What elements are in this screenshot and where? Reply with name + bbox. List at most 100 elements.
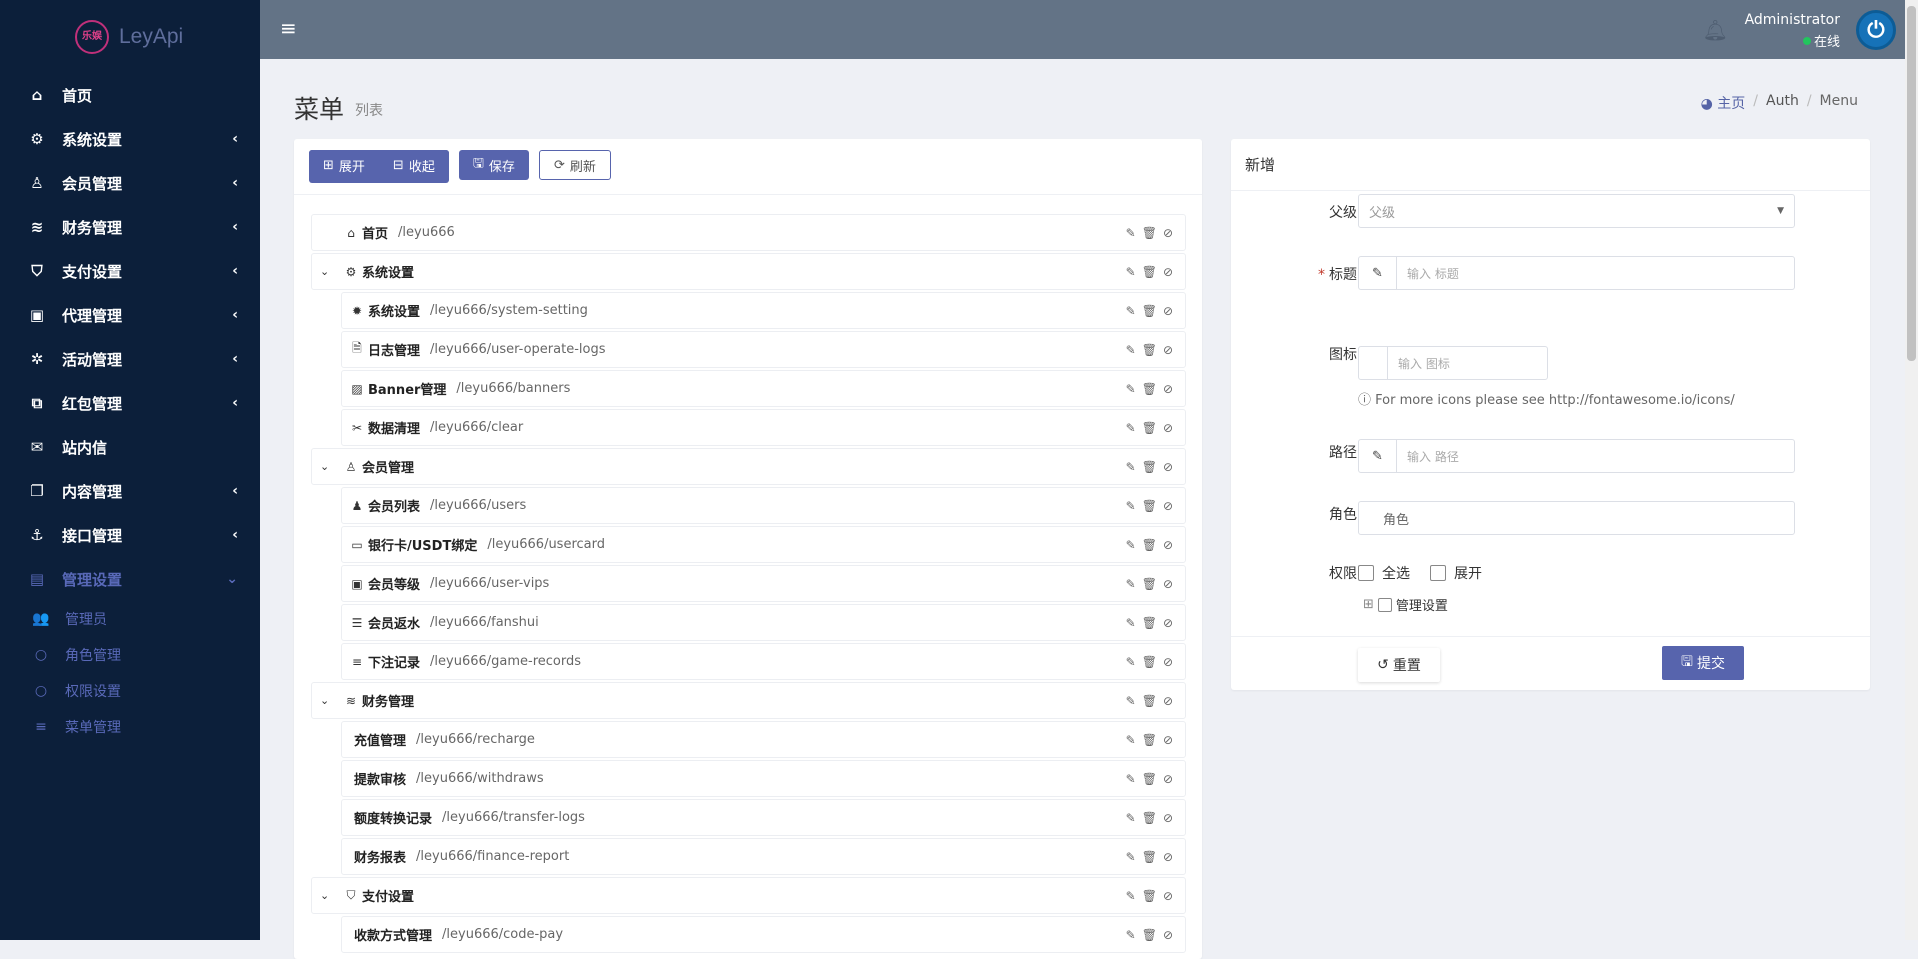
edit-icon[interactable]: ✎ (1125, 693, 1136, 708)
scroll-thumb[interactable] (1907, 6, 1916, 361)
tree-row[interactable]: ⌄ ♙ 会员管理 ✎ 🗑︎ ⊘ (311, 448, 1186, 485)
trash-icon[interactable]: 🗑︎ (1141, 732, 1157, 747)
sidebar-subitem[interactable]: 👥 管理员 (0, 601, 260, 637)
edit-icon[interactable]: ✎ (1125, 264, 1136, 279)
tree-row[interactable]: 收款方式管理/leyu666/code-pay ✎ 🗑︎ ⊘ (341, 916, 1186, 953)
trash-icon[interactable]: 🗑︎ (1141, 303, 1157, 318)
tree-row[interactable]: 充值管理/leyu666/recharge ✎ 🗑︎ ⊘ (341, 721, 1186, 758)
trash-icon[interactable]: 🗑︎ (1141, 498, 1157, 513)
collapse-button[interactable]: ⊟ 收起 (378, 150, 449, 180)
eye-slash-icon[interactable]: ⊘ (1162, 732, 1173, 747)
tree-row[interactable]: 额度转换记录/leyu666/transfer-logs ✎ 🗑︎ ⊘ (341, 799, 1186, 836)
edit-icon[interactable]: ✎ (1125, 420, 1136, 435)
title-input[interactable]: ✎ 输入 标题 (1358, 256, 1795, 290)
edit-icon[interactable]: ✎ (1125, 927, 1136, 942)
edit-icon[interactable]: ✎ (1125, 849, 1136, 864)
sidebar-item[interactable]: ❐ 内容管理 ‹ (0, 469, 260, 513)
edit-icon[interactable]: ✎ (1125, 498, 1136, 513)
menu-toggle-icon[interactable]: ≡ (280, 16, 297, 40)
tree-row[interactable]: ▣ 会员等级/leyu666/user-vips ✎ 🗑︎ ⊘ (341, 565, 1186, 602)
save-button[interactable]: 🖫 保存 (458, 150, 529, 180)
sidebar-item[interactable]: ✲ 活动管理 ‹ (0, 337, 260, 381)
permission-checkbox[interactable] (1377, 597, 1392, 612)
tree-row[interactable]: ✹ 系统设置/leyu666/system-setting ✎ 🗑︎ ⊘ (341, 292, 1186, 329)
eye-slash-icon[interactable]: ⊘ (1162, 459, 1173, 474)
path-input[interactable]: ✎ 输入 路径 (1358, 439, 1795, 473)
parent-select[interactable]: 父级 ▼ (1358, 194, 1795, 228)
edit-icon[interactable]: ✎ (1125, 576, 1136, 591)
edit-icon[interactable]: ✎ (1125, 303, 1136, 318)
tree-row[interactable]: ✂ 数据清理/leyu666/clear ✎ 🗑︎ ⊘ (341, 409, 1186, 446)
edit-icon[interactable]: ✎ (1125, 342, 1136, 357)
trash-icon[interactable]: 🗑︎ (1141, 537, 1157, 552)
edit-icon[interactable]: ✎ (1125, 732, 1136, 747)
edit-icon[interactable]: ✎ (1125, 615, 1136, 630)
chevron-down-icon[interactable]: ⌄ (320, 694, 330, 707)
eye-slash-icon[interactable]: ⊘ (1162, 771, 1173, 786)
eye-slash-icon[interactable]: ⊘ (1162, 888, 1173, 903)
trash-icon[interactable]: 🗑︎ (1141, 693, 1157, 708)
sidebar-subitem[interactable]: ≡ 菜单管理 (0, 709, 260, 745)
breadcrumb-auth[interactable]: Auth (1766, 93, 1799, 109)
icon-input[interactable]: 输入 图标 (1358, 346, 1548, 380)
trash-icon[interactable]: 🗑︎ (1141, 810, 1157, 825)
role-select[interactable]: 角色 (1358, 501, 1795, 535)
sidebar-item[interactable]: ▣ 代理管理 ‹ (0, 293, 260, 337)
edit-icon[interactable]: ✎ (1125, 537, 1136, 552)
tree-row[interactable]: ▭ 银行卡/USDT绑定/leyu666/usercard ✎ 🗑︎ ⊘ (341, 526, 1186, 563)
bell-icon[interactable]: 🔔︎ (1702, 18, 1728, 42)
trash-icon[interactable]: 🗑︎ (1141, 888, 1157, 903)
tree-row[interactable]: ☰ 会员返水/leyu666/fanshui ✎ 🗑︎ ⊘ (341, 604, 1186, 641)
sidebar-item[interactable]: ⛉ 支付设置 ‹ (0, 249, 260, 293)
sidebar-item[interactable]: ⚙ 系统设置 ‹ (0, 117, 260, 161)
trash-icon[interactable]: 🗑︎ (1141, 849, 1157, 864)
edit-icon[interactable]: ✎ (1125, 810, 1136, 825)
trash-icon[interactable]: 🗑︎ (1141, 342, 1157, 357)
tree-row[interactable]: 财务报表/leyu666/finance-report ✎ 🗑︎ ⊘ (341, 838, 1186, 875)
expand-button[interactable]: ⊞ 展开 (309, 150, 379, 180)
sidebar-item[interactable]: ⌂ 首页 (0, 73, 260, 117)
logo[interactable]: 乐娱 LeyApi (75, 20, 183, 54)
sidebar-item[interactable]: ▤ 管理设置 ⌄ (0, 557, 260, 601)
edit-icon[interactable]: ✎ (1125, 381, 1136, 396)
eye-slash-icon[interactable]: ⊘ (1162, 654, 1173, 669)
select-all-checkbox[interactable] (1358, 565, 1374, 581)
sidebar-item[interactable]: ≋ 财务管理 ‹ (0, 205, 260, 249)
tree-row[interactable]: ▨ Banner管理/leyu666/banners ✎ 🗑︎ ⊘ (341, 370, 1186, 407)
edit-icon[interactable]: ✎ (1125, 771, 1136, 786)
eye-slash-icon[interactable]: ⊘ (1162, 264, 1173, 279)
select-all-label[interactable]: 全选 (1382, 566, 1410, 582)
eye-slash-icon[interactable]: ⊘ (1162, 576, 1173, 591)
trash-icon[interactable]: 🗑︎ (1141, 420, 1157, 435)
trash-icon[interactable]: 🗑︎ (1141, 576, 1157, 591)
refresh-button[interactable]: ⟳ 刷新 (538, 150, 611, 180)
trash-icon[interactable]: 🗑︎ (1141, 615, 1157, 630)
sidebar-item[interactable]: ✉ 站内信 (0, 425, 260, 469)
sidebar-item[interactable]: ⧉ 红包管理 ‹ (0, 381, 260, 425)
breadcrumb-home[interactable]: ◕ 主页 (1700, 96, 1746, 112)
eye-slash-icon[interactable]: ⊘ (1162, 381, 1173, 396)
trash-icon[interactable]: 🗑︎ (1141, 459, 1157, 474)
chevron-down-icon[interactable]: ⌄ (320, 265, 330, 278)
submit-button[interactable]: 🖫 提交 (1662, 646, 1744, 680)
trash-icon[interactable]: 🗑︎ (1141, 225, 1157, 240)
tree-row[interactable]: ♟ 会员列表/leyu666/users ✎ 🗑︎ ⊘ (341, 487, 1186, 524)
trash-icon[interactable]: 🗑︎ (1141, 927, 1157, 942)
eye-slash-icon[interactable]: ⊘ (1162, 849, 1173, 864)
user-name[interactable]: Administrator (1744, 12, 1840, 28)
edit-icon[interactable]: ✎ (1125, 225, 1136, 240)
tree-row[interactable]: ⌄ ⚙ 系统设置 ✎ 🗑︎ ⊘ (311, 253, 1186, 290)
eye-slash-icon[interactable]: ⊘ (1162, 342, 1173, 357)
sidebar-item[interactable]: ⚓ 接口管理 ‹ (0, 513, 260, 557)
page-scrollbar[interactable] (1905, 0, 1918, 940)
eye-slash-icon[interactable]: ⊘ (1162, 615, 1173, 630)
expand-label[interactable]: 展开 (1454, 566, 1482, 582)
eye-slash-icon[interactable]: ⊘ (1162, 498, 1173, 513)
edit-icon[interactable]: ✎ (1125, 654, 1136, 669)
sidebar-item[interactable]: ♙ 会员管理 ‹ (0, 161, 260, 205)
edit-icon[interactable]: ✎ (1125, 888, 1136, 903)
reset-button[interactable]: ↺ 重置 (1358, 648, 1440, 682)
eye-slash-icon[interactable]: ⊘ (1162, 810, 1173, 825)
tree-row[interactable]: 🗎 日志管理/leyu666/user-operate-logs ✎ 🗑︎ ⊘ (341, 331, 1186, 368)
eye-slash-icon[interactable]: ⊘ (1162, 303, 1173, 318)
